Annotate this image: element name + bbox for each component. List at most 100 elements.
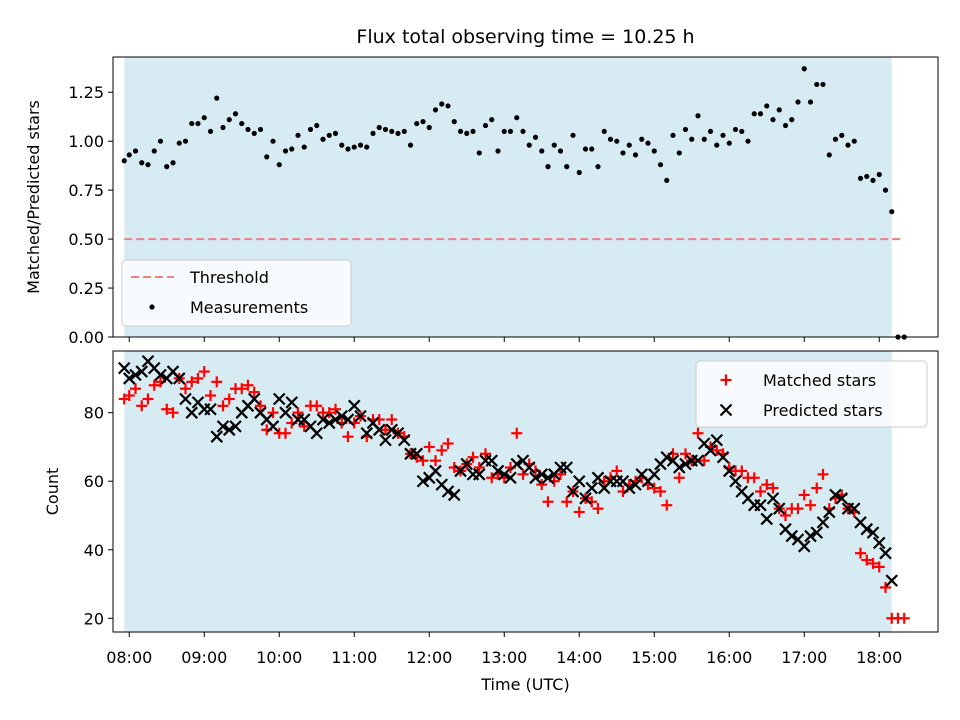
predicted-star-point: [441, 485, 455, 498]
predicted-star-point: [647, 468, 661, 481]
matched-star-point: [711, 444, 723, 456]
bottom-panel: 20 40 60 80 08:00 09:00 10:00 11:00 12:00 13:00 1…: [84, 350, 939, 667]
measurement-point: [414, 120, 420, 127]
x-tick-label: 10:00: [256, 648, 302, 667]
predicted-star-point: [497, 468, 511, 481]
x-tick-label: 13:00: [481, 648, 527, 667]
matched-star-point: [536, 479, 548, 491]
measurement-point: [139, 160, 145, 166]
predicted-star-point: [154, 368, 167, 382]
matched-star-point: [486, 472, 498, 484]
predicted-star-point: [341, 413, 355, 426]
measurement-point: [739, 128, 745, 135]
matched-star-point: [698, 455, 710, 467]
measurement-point: [539, 148, 545, 154]
measurement-point: [726, 140, 732, 146]
predicted-star-point: [866, 526, 880, 539]
predicted-star-point: [185, 406, 199, 419]
predicted-star-point: [510, 457, 524, 471]
top-y-tick-label: 1.25: [68, 83, 104, 102]
predicted-star-point: [804, 529, 817, 543]
measurement-point: [501, 128, 507, 135]
predicted-star-point: [372, 423, 386, 437]
matched-star-point: [673, 472, 685, 484]
measurement-point: [795, 99, 801, 105]
matched-star-point: [755, 486, 766, 497]
predicted-star-point: [847, 502, 861, 515]
predicted-star-point: [829, 488, 842, 502]
bottom-y-tick-label: 60: [84, 472, 104, 491]
matched-legend-swatch: [720, 374, 732, 386]
top-y-tick-label: 1.00: [68, 132, 104, 151]
predicted-star-point: [541, 471, 555, 485]
measurement-point: [201, 115, 207, 121]
measurement-point: [339, 142, 345, 148]
measurement-point: [639, 136, 645, 142]
measurement-point: [407, 142, 414, 148]
predicted-star-point: [385, 423, 399, 437]
predicted-star-point: [416, 474, 430, 488]
measurement-point: [470, 128, 476, 135]
measurements-legend-swatch: [149, 304, 155, 310]
measurement-point: [757, 111, 764, 117]
matched-star-point: [898, 612, 910, 624]
measurement-point: [214, 95, 220, 101]
measurement-point: [489, 117, 495, 123]
matched-star-point: [517, 468, 529, 480]
measurement-point: [814, 81, 820, 88]
matched-star-point: [692, 427, 704, 439]
matched-star-point: [242, 379, 254, 391]
predicted-star-point: [529, 471, 542, 485]
matched-star-point: [542, 496, 554, 508]
measurement-point: [557, 148, 564, 154]
measurement-point: [164, 164, 170, 170]
predicted-star-point: [447, 488, 461, 502]
predicted-star-point: [860, 522, 874, 536]
measurement-point: [145, 162, 151, 168]
matched-star-point: [442, 438, 454, 450]
predicted-star-point: [729, 474, 742, 488]
measurement-point: [551, 142, 557, 148]
matched-star-point: [236, 383, 248, 395]
x-tick-label: 14:00: [556, 648, 602, 667]
predicted-star-point: [629, 478, 642, 491]
measurement-point: [226, 117, 232, 123]
measurement-point: [689, 136, 695, 142]
predicted-star-point: [879, 546, 892, 560]
predicted-star-point: [672, 461, 686, 474]
matched-star-point: [736, 465, 748, 477]
predicted-stars-series: [117, 355, 899, 587]
predicted-star-point: [504, 471, 517, 485]
predicted-star-point: [460, 457, 474, 471]
matched-star-point: [761, 479, 773, 491]
measurement-point: [345, 146, 351, 152]
measurement-point: [532, 134, 539, 140]
measurement-point: [570, 132, 576, 138]
measurement-point: [157, 138, 164, 144]
matched-star-point: [817, 468, 829, 480]
measurement-point: [251, 130, 257, 136]
predicted-star-point: [760, 512, 774, 526]
measurement-point: [276, 162, 282, 168]
matched-star-point: [148, 379, 160, 391]
matched-star-point: [880, 581, 891, 593]
measurement-point: [121, 158, 127, 164]
x-axis-label: Time (UTC): [480, 675, 569, 694]
measurement-point: [776, 107, 782, 113]
matched-star-point: [611, 465, 623, 477]
matched-star-point: [330, 403, 341, 415]
measurement-point: [301, 144, 307, 150]
matched-star-point: [223, 393, 235, 405]
predicted-star-point: [572, 474, 586, 488]
bottom-legend: Matched stars Predicted stars: [695, 360, 928, 428]
measurement-point: [626, 142, 632, 148]
predicted-star-point: [835, 492, 849, 505]
predicted-star-point: [285, 396, 299, 409]
predicted-star-point: [560, 461, 574, 474]
matched-star-point: [423, 441, 435, 453]
matched-star-point: [780, 509, 791, 521]
measurement-point: [307, 126, 314, 133]
matched-legend-label: Matched stars: [763, 371, 876, 390]
predicted-star-point: [491, 464, 505, 478]
matched-star-point: [180, 383, 191, 395]
